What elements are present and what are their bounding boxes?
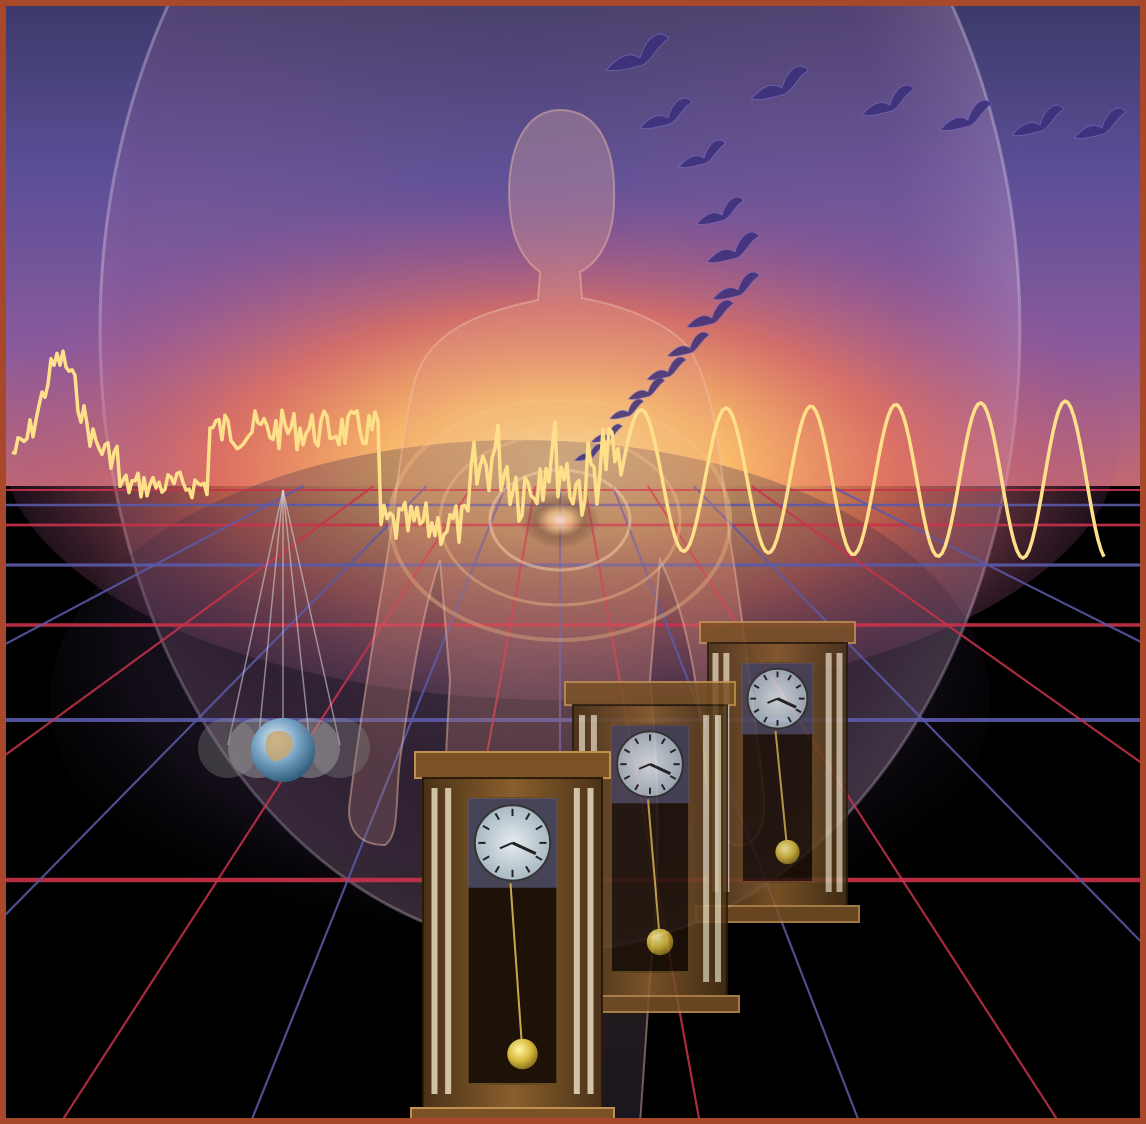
clock-column <box>432 788 438 1094</box>
clock-pendulum-bob <box>647 929 674 956</box>
clock-pendulum-bob <box>507 1039 537 1069</box>
clock-column <box>715 715 721 982</box>
clock-pendulum-bob <box>775 840 799 864</box>
clock-cap <box>415 752 610 778</box>
clock-cap <box>700 622 855 643</box>
clock-column <box>445 788 451 1094</box>
clock-cap <box>565 682 735 705</box>
clock-column <box>826 653 832 892</box>
clock-column <box>837 653 843 892</box>
grandfather-clock-front <box>411 752 614 1124</box>
clock-column <box>588 788 594 1094</box>
clock-column <box>703 715 709 982</box>
clock-column <box>574 788 580 1094</box>
